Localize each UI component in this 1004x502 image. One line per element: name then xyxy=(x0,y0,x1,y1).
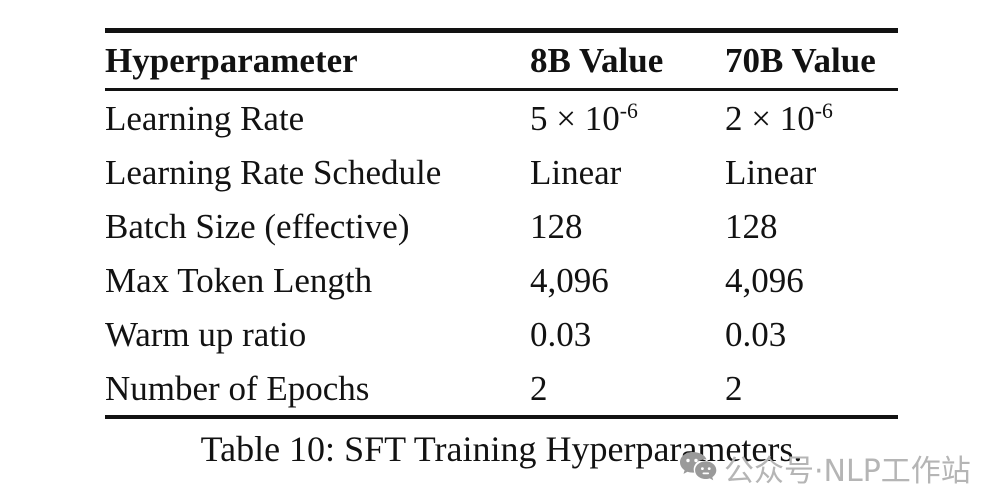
table-row: Learning Rate 5 × 10-6 2 × 10-6 xyxy=(105,91,898,145)
cell-8b-value: 128 xyxy=(530,206,583,246)
cell-8b-value: 5 × 10-6 xyxy=(530,98,638,138)
column-header-70b-value: 70B Value xyxy=(725,41,876,80)
watermark-text: 公众号·NLP工作站 xyxy=(724,454,971,489)
cell-70b-value: 2 xyxy=(725,368,743,408)
table-caption: Table 10: SFT Training Hyperparameters. xyxy=(200,429,803,469)
row-label: Learning Rate xyxy=(105,98,305,138)
table-row: Batch Size (effective) 128 128 xyxy=(105,199,898,253)
cell-70b-value: Linear xyxy=(725,152,817,192)
wechat-chat-bubbles-icon xyxy=(680,452,717,481)
row-label: Batch Size (effective) xyxy=(105,206,410,246)
table-row: Max Token Length 4,096 4,096 xyxy=(105,253,898,307)
column-header-hyperparameter: Hyperparameter xyxy=(105,41,358,80)
cell-70b-value: 128 xyxy=(725,206,778,246)
cell-8b-value: 0.03 xyxy=(530,314,592,354)
watermark: 公众号·NLP工作站 xyxy=(678,446,971,490)
table-top-rule xyxy=(105,28,898,33)
table-header-rule xyxy=(105,88,898,91)
cell-70b-value: 4,096 xyxy=(725,260,804,300)
exponent: -6 xyxy=(814,98,833,123)
table-row: Learning Rate Schedule Linear Linear xyxy=(105,145,898,199)
table-bottom-rule xyxy=(105,415,898,419)
table-header-row: Hyperparameter 8B Value 70B Value xyxy=(105,33,898,88)
row-label: Learning Rate Schedule xyxy=(105,152,442,192)
cell-8b-value: Linear xyxy=(530,152,622,192)
table-row: Warm up ratio 0.03 0.03 xyxy=(105,307,898,361)
table-row: Number of Epochs 2 2 xyxy=(105,361,898,415)
hyperparameter-table: Hyperparameter 8B Value 70B Value Learni… xyxy=(105,28,898,467)
cell-8b-value: 2 xyxy=(530,368,548,408)
cell-70b-value: 2 × 10-6 xyxy=(725,98,833,138)
exponent: -6 xyxy=(619,98,638,123)
row-label: Warm up ratio xyxy=(105,314,307,354)
cell-8b-value: 4,096 xyxy=(530,260,609,300)
row-label: Max Token Length xyxy=(105,260,373,300)
cell-70b-value: 0.03 xyxy=(725,314,787,354)
column-header-8b-value: 8B Value xyxy=(530,41,664,80)
row-label: Number of Epochs xyxy=(105,368,370,408)
